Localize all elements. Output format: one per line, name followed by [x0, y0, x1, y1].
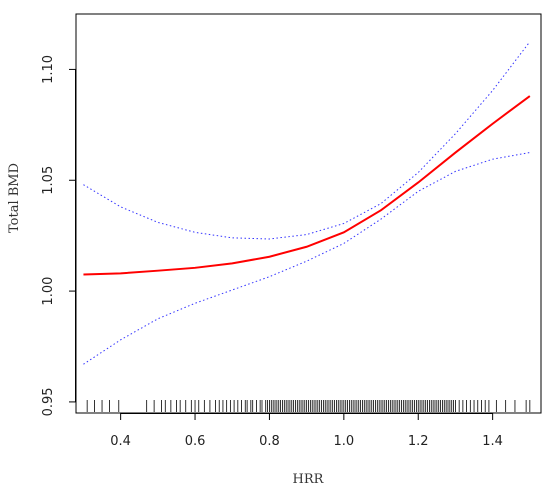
x-tick-label: 0.8 [259, 434, 280, 449]
y-tick-label: 1.00 [41, 277, 56, 306]
x-tick-label: 0.4 [110, 434, 131, 449]
y-tick-label: 1.10 [41, 55, 56, 84]
series-lower-ci [83, 152, 530, 365]
y-axis: 0.95 1.00 1.05 1.10 [41, 55, 76, 416]
x-axis-title: HRR [293, 472, 325, 487]
series-upper-ci [83, 41, 531, 240]
x-tick-label: 1.4 [482, 434, 503, 449]
x-tick-label: 1.2 [408, 434, 429, 449]
rug-layer [86, 400, 531, 412]
plot-frame [75, 13, 542, 414]
x-axis: 0.4 0.6 0.8 1.0 1.2 1.4 [110, 413, 503, 449]
y-axis-title: Total BMD [7, 163, 22, 233]
x-tick-label: 1.0 [333, 434, 354, 449]
y-tick-label: 0.95 [41, 387, 56, 416]
x-tick-label: 0.6 [185, 434, 206, 449]
plot-series [83, 41, 531, 365]
series-fit [83, 95, 531, 276]
y-tick-label: 1.05 [41, 166, 56, 195]
